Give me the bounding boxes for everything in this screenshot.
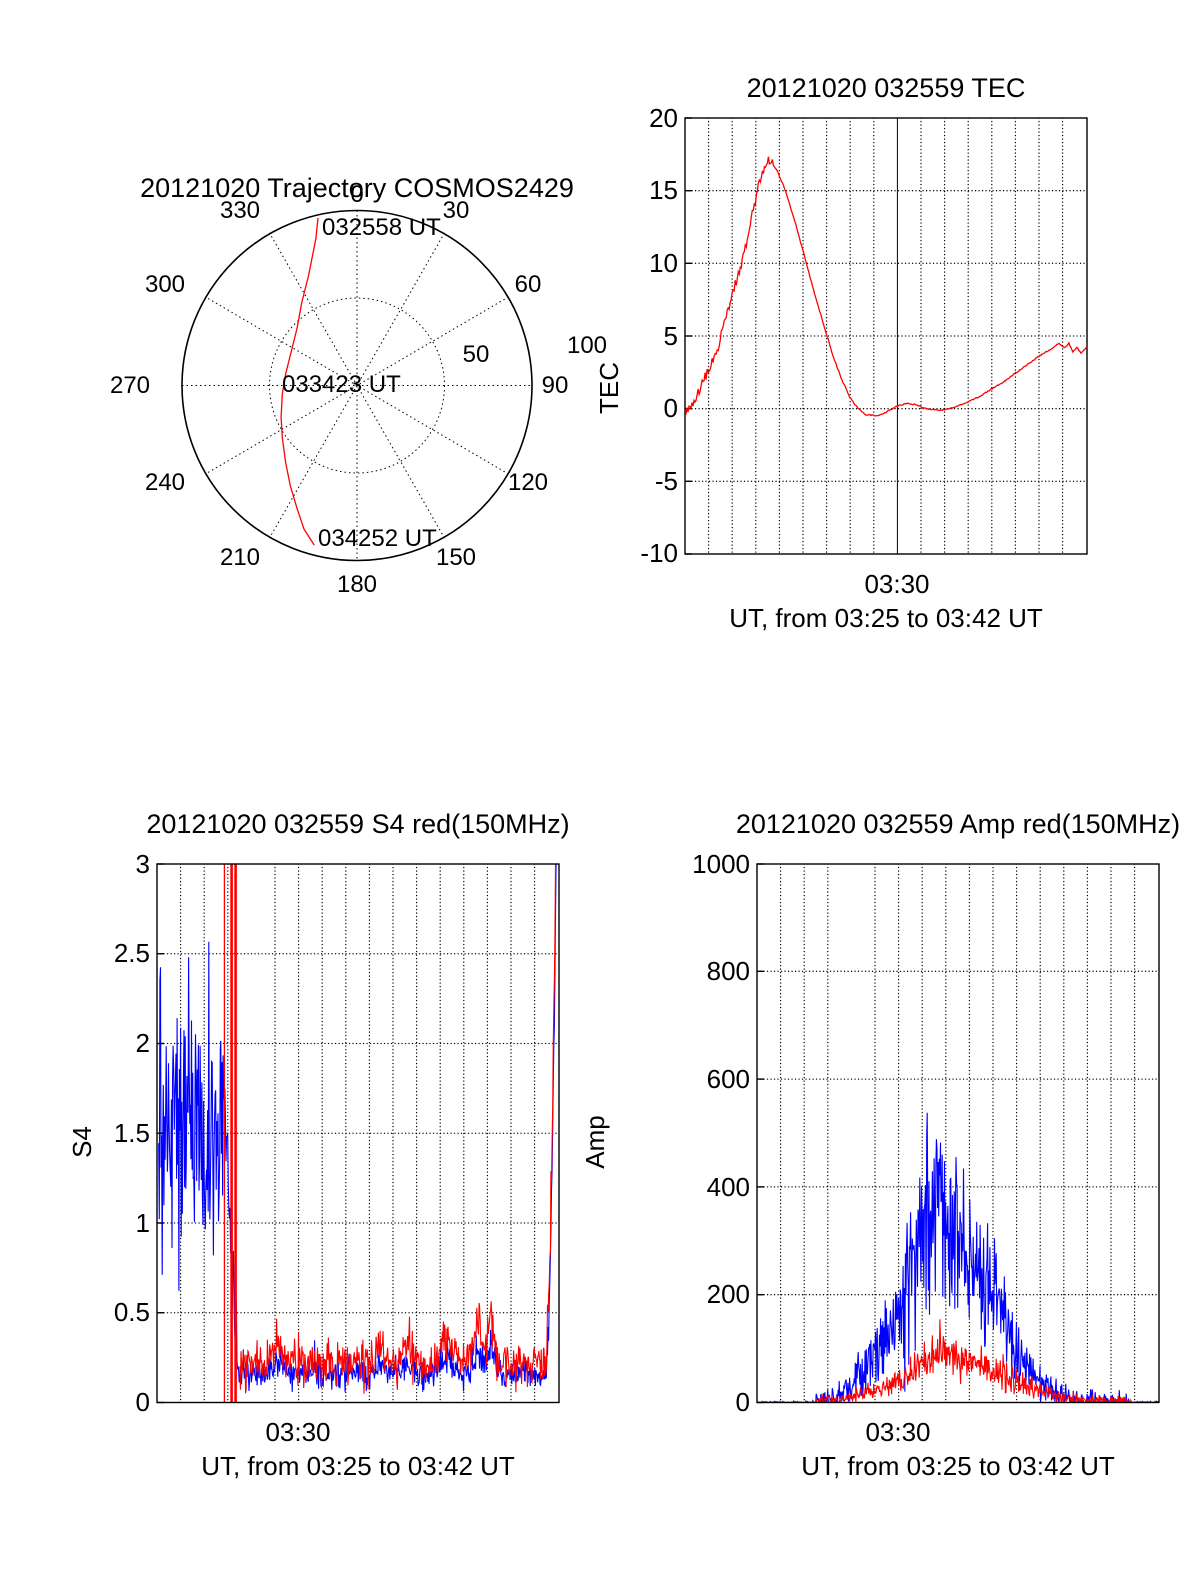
svg-text:210: 210 [220, 544, 260, 571]
svg-text:0: 0 [664, 393, 678, 423]
svg-text:0: 0 [136, 1387, 150, 1417]
svg-text:90: 90 [542, 372, 569, 399]
svg-text:2: 2 [136, 1028, 150, 1058]
svg-text:034252 UT: 034252 UT [318, 525, 437, 552]
svg-text:UT, from 03:25 to 03:42 UT: UT, from 03:25 to 03:42 UT [801, 1451, 1115, 1481]
svg-text:150: 150 [436, 544, 476, 571]
svg-text:20121020 032559 Amp red(150MHz: 20121020 032559 Amp red(150MHz) [736, 809, 1180, 839]
svg-text:03:30: 03:30 [864, 569, 929, 599]
svg-text:200: 200 [707, 1279, 750, 1309]
svg-text:120: 120 [508, 469, 548, 496]
svg-text:-10: -10 [640, 538, 678, 568]
svg-text:10: 10 [649, 248, 678, 278]
svg-text:1000: 1000 [692, 849, 750, 879]
svg-text:UT, from 03:25 to 03:42 UT: UT, from 03:25 to 03:42 UT [729, 603, 1043, 633]
svg-text:032558 UT: 032558 UT [322, 214, 441, 241]
svg-text:330: 330 [220, 197, 260, 224]
svg-text:50: 50 [463, 341, 490, 368]
svg-text:1: 1 [136, 1208, 150, 1238]
svg-text:300: 300 [145, 271, 185, 298]
svg-text:800: 800 [707, 956, 750, 986]
svg-text:0.5: 0.5 [114, 1297, 150, 1327]
svg-text:03:30: 03:30 [865, 1417, 930, 1447]
svg-text:5: 5 [664, 321, 678, 351]
svg-text:180: 180 [337, 571, 377, 598]
svg-text:-5: -5 [655, 466, 678, 496]
svg-text:Amp: Amp [580, 1115, 610, 1168]
svg-text:20121020 032559 TEC: 20121020 032559 TEC [747, 73, 1026, 103]
svg-text:15: 15 [649, 175, 678, 205]
svg-text:60: 60 [515, 271, 542, 298]
svg-text:S4: S4 [67, 1126, 97, 1158]
svg-text:600: 600 [707, 1064, 750, 1094]
svg-text:UT, from 03:25 to 03:42 UT: UT, from 03:25 to 03:42 UT [201, 1451, 515, 1481]
svg-text:0: 0 [736, 1387, 750, 1417]
svg-text:400: 400 [707, 1172, 750, 1202]
svg-text:0: 0 [350, 181, 363, 208]
svg-text:033423 UT: 033423 UT [282, 371, 401, 398]
svg-text:240: 240 [145, 469, 185, 496]
svg-text:30: 30 [443, 197, 470, 224]
svg-text:TEC: TEC [594, 362, 624, 414]
svg-text:3: 3 [136, 849, 150, 879]
svg-text:03:30: 03:30 [265, 1417, 330, 1447]
svg-text:2.5: 2.5 [114, 938, 150, 968]
svg-text:20: 20 [649, 103, 678, 133]
svg-text:20121020 032559 S4 red(150MHz): 20121020 032559 S4 red(150MHz) [146, 809, 569, 839]
svg-text:270: 270 [110, 372, 150, 399]
svg-text:1.5: 1.5 [114, 1118, 150, 1148]
